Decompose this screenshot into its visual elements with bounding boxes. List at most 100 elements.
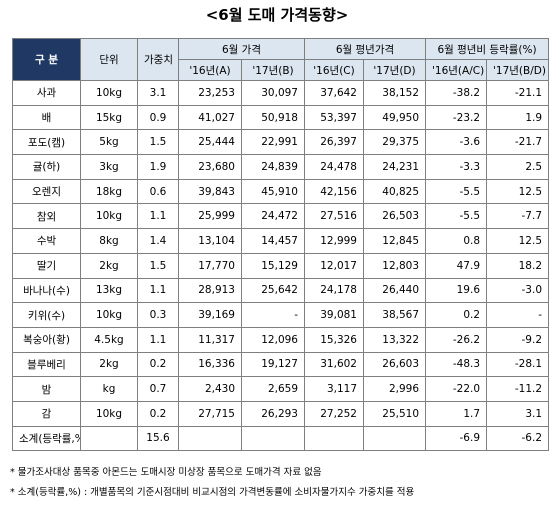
header-cell: 6월 평년비 등락률(%) bbox=[425, 38, 550, 60]
table-cell: 바나나(수) bbox=[12, 277, 81, 304]
table-cell: 10kg bbox=[80, 80, 138, 106]
table-cell: 오렌지 bbox=[12, 178, 81, 205]
table-cell: 24,178 bbox=[304, 277, 364, 304]
table-cell: 배 bbox=[12, 104, 81, 131]
table-cell: 45,910 bbox=[241, 178, 305, 205]
table-cell: 수박 bbox=[12, 228, 81, 254]
table-row: 딸기 2kg 1.5 17,770 15,129 12,017 12,803 47.9 18.2 bbox=[12, 252, 550, 279]
table-cell: 1.5 bbox=[137, 129, 179, 156]
table-cell: 31,602 bbox=[304, 351, 364, 378]
table-cell: 16,336 bbox=[178, 351, 242, 378]
table-cell: 53,397 bbox=[304, 104, 364, 131]
table-row: 바나나(수) 13kg 1.1 28,913 25,642 24,178 26,440 19.… bbox=[12, 277, 550, 304]
note: * 물가조사대상 품목중 아몬드는 도매시장 미상장 품목으로 도매가격 자료 … bbox=[10, 467, 322, 478]
table-cell: 사과 bbox=[12, 80, 81, 106]
header-cell: 6월 가격 bbox=[178, 38, 305, 60]
table-cell: 키위(수) bbox=[12, 302, 81, 328]
table-cell: 24,839 bbox=[241, 154, 305, 180]
header-cell: '17년(D) bbox=[362, 59, 427, 81]
table-cell: 밤 bbox=[12, 376, 81, 402]
table-row: 소계(등락률,%) 15.6 -6.9-6.2 bbox=[12, 425, 550, 452]
table-cell: 3,117 bbox=[304, 376, 364, 402]
table-row: 감 10kg 0.2 27,715 26,293 27,252 25,510 1.7 3.1 bbox=[12, 400, 550, 427]
table-cell: -9.2 bbox=[486, 326, 550, 353]
table-cell: 12.5 bbox=[486, 228, 550, 254]
header-cell: '16년(A/C) bbox=[425, 59, 488, 81]
table-cell: 0.9 bbox=[137, 104, 179, 131]
table-cell: 25,999 bbox=[178, 203, 242, 230]
table-row: 참외 10kg 1.1 25,999 24,472 27,516 26,503 -5.5 -7.… bbox=[12, 203, 550, 230]
table-cell: 0.3 bbox=[137, 302, 179, 328]
table-cell: 17,770 bbox=[178, 252, 242, 279]
table-cell: -22.0 bbox=[425, 376, 488, 402]
table-cell: 참외 bbox=[12, 203, 81, 230]
table-cell: 13,322 bbox=[362, 326, 427, 353]
table-row: 수박 8kg 1.4 13,104 14,457 12,999 12,845 0.8 12.5 bbox=[12, 228, 550, 254]
header-cell: '17년(B/D) bbox=[486, 59, 550, 81]
table-cell: 22,991 bbox=[241, 129, 305, 156]
table-cell bbox=[80, 425, 138, 452]
table-cell: 27,252 bbox=[304, 400, 364, 427]
table-cell: 8kg bbox=[80, 228, 138, 254]
table-cell bbox=[178, 425, 242, 452]
table-cell: 딸기 bbox=[12, 252, 81, 279]
table-cell: -21.1 bbox=[486, 80, 550, 106]
table-cell: 18.2 bbox=[486, 252, 550, 279]
table-cell: 12,017 bbox=[304, 252, 364, 279]
note: * 소계(등락률,%) : 개별품목의 기준시점대비 비교시점의 가격변동률에 … bbox=[10, 487, 415, 498]
table-cell: -3.0 bbox=[486, 277, 550, 304]
table-cell: 15kg bbox=[80, 104, 138, 131]
notes: * 물가조사대상 품목중 아몬드는 도매시장 미상장 품목으로 도매가격 자료 … bbox=[10, 463, 414, 503]
title: <6월 도매 가격동향> bbox=[205, 6, 349, 24]
table-cell: 25,444 bbox=[178, 129, 242, 156]
table-cell: 2kg bbox=[80, 252, 138, 279]
table-cell: 19,127 bbox=[241, 351, 305, 378]
table-cell: 41,027 bbox=[178, 104, 242, 131]
table-cell: 0.2 bbox=[137, 351, 179, 378]
table-cell: 38,567 bbox=[362, 302, 427, 328]
table-cell: 40,825 bbox=[362, 178, 427, 205]
header-cell: '16년(C) bbox=[304, 59, 364, 81]
table-cell: 30,097 bbox=[241, 80, 305, 106]
table-cell: 24,472 bbox=[241, 203, 305, 230]
table-row: 오렌지 18kg 0.6 39,843 45,910 42,156 40,825 -5.5 12… bbox=[12, 178, 550, 205]
table-cell: 23,253 bbox=[178, 80, 242, 106]
table-cell: 37,642 bbox=[304, 80, 364, 106]
table-cell: -3.3 bbox=[425, 154, 488, 180]
header-cell: 6월 평년가격 bbox=[303, 38, 427, 60]
table-cell: 12,803 bbox=[362, 252, 427, 279]
table-cell: 1.7 bbox=[425, 400, 488, 427]
table-cell: 4.5kg bbox=[80, 326, 138, 353]
table-cell: 12,096 bbox=[241, 326, 305, 353]
table-row: 복숭아(황) 4.5kg 1.1 11,317 12,096 15,326 13,322 -2… bbox=[12, 326, 550, 353]
table-cell: 1.9 bbox=[486, 104, 550, 131]
table-cell: 26,293 bbox=[241, 400, 305, 427]
table-cell: 15,326 bbox=[304, 326, 364, 353]
table-cell: 25,642 bbox=[241, 277, 305, 304]
table-row: 사과 10kg 3.1 23,253 30,097 37,642 38,152 -38.2 -2… bbox=[12, 80, 550, 106]
header-cell: 가중치 bbox=[137, 38, 179, 81]
header-cell: '16년(A) bbox=[178, 59, 242, 81]
table-cell: 39,081 bbox=[304, 302, 364, 328]
table-cell: 13kg bbox=[80, 277, 138, 304]
table-cell: 27,516 bbox=[304, 203, 364, 230]
table-row: 밤 kg 0.7 2,430 2,659 3,117 2,996 -22.0 -11.2 bbox=[12, 376, 550, 402]
table-cell: 24,478 bbox=[304, 154, 364, 180]
table-cell: -5.5 bbox=[425, 203, 488, 230]
table-cell: 50,918 bbox=[241, 104, 305, 131]
table-row: 포도(캠) 5kg 1.5 25,444 22,991 26,397 29,375 -3.6-… bbox=[12, 129, 550, 156]
table-cell: - bbox=[241, 302, 305, 328]
table-cell: 0.2 bbox=[137, 400, 179, 427]
table-cell: 23,680 bbox=[178, 154, 242, 180]
table-cell: 2,996 bbox=[362, 376, 427, 402]
table-row: 키위(수) 10kg 0.3 39,169-39,081 38,567 0.2- bbox=[12, 302, 550, 328]
table-cell: 29,375 bbox=[362, 129, 427, 156]
table-row: 블루베리 2kg 0.2 16,336 19,127 31,602 26,603 -48.3-… bbox=[12, 351, 550, 378]
table-cell: -6.9 bbox=[425, 425, 488, 452]
table-cell: 15.6 bbox=[137, 425, 179, 452]
table-cell: -3.6 bbox=[425, 129, 488, 156]
table-cell: kg bbox=[80, 376, 138, 402]
table-cell: - bbox=[486, 302, 550, 328]
table-cell: 0.7 bbox=[137, 376, 179, 402]
